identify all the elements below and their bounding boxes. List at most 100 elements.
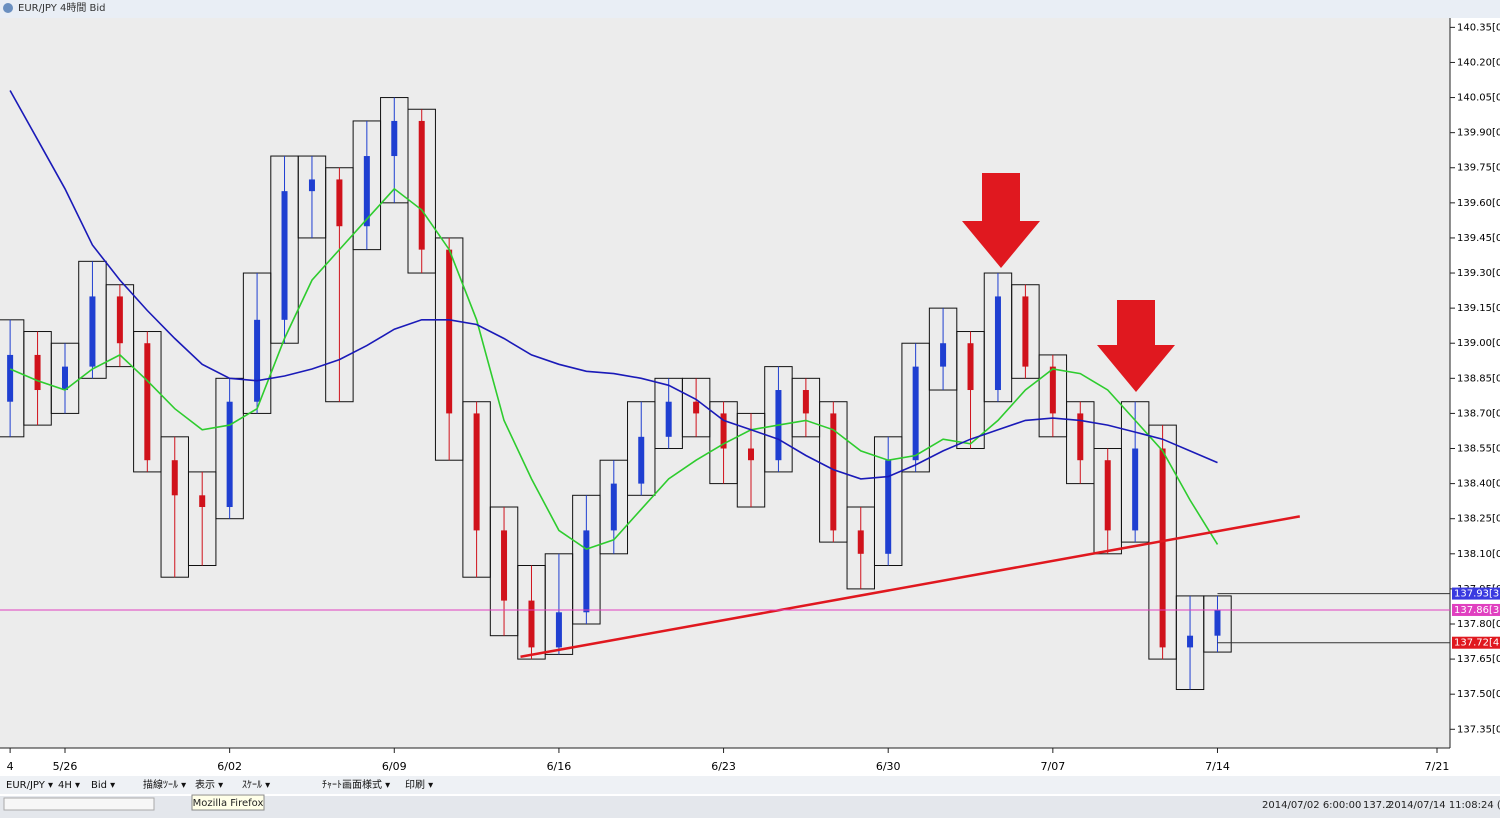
- y-tick-label: 138.10[0]: [1457, 549, 1500, 560]
- status-text: 2014/07/02 6:00:00: [1262, 800, 1361, 811]
- candle-body: [7, 354, 14, 402]
- x-tick-label: 6/16: [547, 760, 572, 773]
- candle-body: [1104, 460, 1111, 531]
- candle-body: [199, 495, 206, 508]
- x-tick-label: 7/14: [1205, 760, 1230, 773]
- candle-body: [473, 413, 480, 531]
- y-tick-label: 139.75[0]: [1457, 163, 1500, 174]
- toolbar-item[interactable]: Bid ▾: [91, 780, 115, 791]
- status-text: 2014/07/14 11:08:24 (Lo: [1388, 800, 1500, 811]
- candle-body: [418, 120, 425, 250]
- y-tick-label: 137.35[0]: [1457, 724, 1500, 735]
- candle-body: [281, 191, 288, 320]
- candle-body: [720, 413, 727, 449]
- candle-body: [1159, 448, 1166, 648]
- x-tick-label: 4: [7, 760, 14, 773]
- toolbar-item[interactable]: EUR/JPY ▾: [6, 780, 53, 791]
- candle-body: [748, 448, 754, 461]
- candle-body: [446, 249, 453, 414]
- toolbar-item[interactable]: 印刷 ▾: [405, 779, 433, 791]
- candle-body: [254, 319, 261, 402]
- candle-body: [336, 179, 343, 227]
- toolbar-item[interactable]: 表示 ▾: [195, 778, 223, 791]
- y-tick-label: 139.90[0]: [1457, 128, 1500, 139]
- y-tick-label: 139.00[0]: [1457, 338, 1500, 349]
- price-tag: [1452, 603, 1500, 616]
- x-tick-label: 5/26: [53, 760, 78, 773]
- moving-average: [9, 187, 1219, 550]
- candle-body: [1214, 609, 1221, 636]
- toolbar-item[interactable]: 4H ▾: [58, 780, 80, 791]
- price-tag: [1452, 587, 1500, 600]
- y-tick-label: 137.65[0]: [1457, 654, 1500, 665]
- status-bar: [0, 796, 1500, 818]
- candle-body: [144, 343, 151, 461]
- y-tick-label: 138.40[0]: [1457, 479, 1500, 490]
- x-tick-label: 6/23: [711, 760, 736, 773]
- tooltip-box: [191, 794, 265, 811]
- candle-body: [1022, 296, 1029, 367]
- candle-body: [885, 460, 892, 554]
- toolbar-item[interactable]: ﾁｬｰﾄ画面様式 ▾: [322, 778, 390, 791]
- price-tag: [1452, 636, 1500, 649]
- x-tick-label: 6/09: [382, 760, 407, 773]
- x-tick-label: 6/30: [876, 760, 901, 773]
- candle-body: [802, 390, 809, 414]
- candle-body: [610, 483, 617, 531]
- candle-body: [62, 366, 68, 391]
- candle-body: [1132, 448, 1139, 531]
- y-tick-label: 137.50[0]: [1457, 689, 1500, 700]
- scrollbar[interactable]: [3, 797, 155, 811]
- moving-average: [9, 90, 1218, 480]
- y-tick-label: 139.45[0]: [1457, 233, 1500, 244]
- candle-body: [1049, 366, 1056, 414]
- y-tick-label: 139.15[0]: [1457, 303, 1500, 314]
- toolbar-items: EUR/JPY ▾ 4H ▾ Bid ▾ 描線ﾂｰﾙ ▾ 表示 ▾ ｽｹｰﾙ ▾ ﾁｬｰﾄ画…: [6, 778, 433, 791]
- x-tick-label: 6/02: [217, 760, 242, 773]
- y-tick-label: 138.70[0]: [1457, 408, 1500, 419]
- arrow-annotation: [962, 173, 1040, 268]
- tooltip: Mozilla Firefox: [193, 798, 264, 809]
- candle-body: [1077, 413, 1084, 461]
- y-tick-label: 139.30[0]: [1457, 268, 1500, 279]
- toolbar-item[interactable]: ｽｹｰﾙ ▾: [242, 779, 270, 791]
- candle-body: [967, 343, 974, 391]
- candle-body: [116, 296, 123, 344]
- price-tag-label: 137.72[4: [1454, 638, 1499, 649]
- candle-body: [940, 343, 947, 367]
- y-tick-label: 140.35[0]: [1457, 22, 1500, 33]
- title-bar: [0, 0, 1500, 18]
- price-tag-label: 137.86[3: [1454, 605, 1499, 616]
- candle-body: [226, 401, 233, 508]
- trendline: [520, 515, 1301, 658]
- status-text: 137.2: [1363, 800, 1392, 811]
- candle-body: [1187, 635, 1194, 648]
- price-tag-label: 137.93[3: [1454, 589, 1499, 600]
- plot: [0, 90, 1450, 691]
- y-tick-label: 137.80[0]: [1457, 619, 1500, 630]
- candle-body: [857, 530, 864, 554]
- y-tick-label: 138.25[0]: [1457, 514, 1500, 525]
- candle-body: [583, 530, 590, 613]
- window-icon: [3, 3, 13, 13]
- candle-body: [912, 366, 919, 461]
- candle-body: [501, 530, 508, 601]
- y-tick-label: 138.55[0]: [1457, 444, 1500, 455]
- window-title: EUR/JPY 4時間 Bid: [18, 2, 106, 14]
- candle-body: [34, 354, 41, 391]
- plot-bg: [0, 18, 1450, 748]
- candle-body: [391, 120, 398, 157]
- y-tick-label: 139.60[0]: [1457, 198, 1500, 209]
- y-tick-label: 138.85[0]: [1457, 373, 1500, 384]
- toolbar-item[interactable]: 描線ﾂｰﾙ ▾: [143, 778, 186, 791]
- x-tick-label: 7/07: [1040, 760, 1065, 773]
- candle-body: [528, 600, 535, 648]
- toolbar: [0, 776, 1500, 794]
- candle-body: [693, 401, 700, 414]
- candle-body: [89, 296, 96, 367]
- x-tick-label: 7/21: [1425, 760, 1450, 773]
- candle-body: [830, 413, 837, 531]
- candle-body: [308, 179, 315, 192]
- candle-body: [638, 436, 645, 484]
